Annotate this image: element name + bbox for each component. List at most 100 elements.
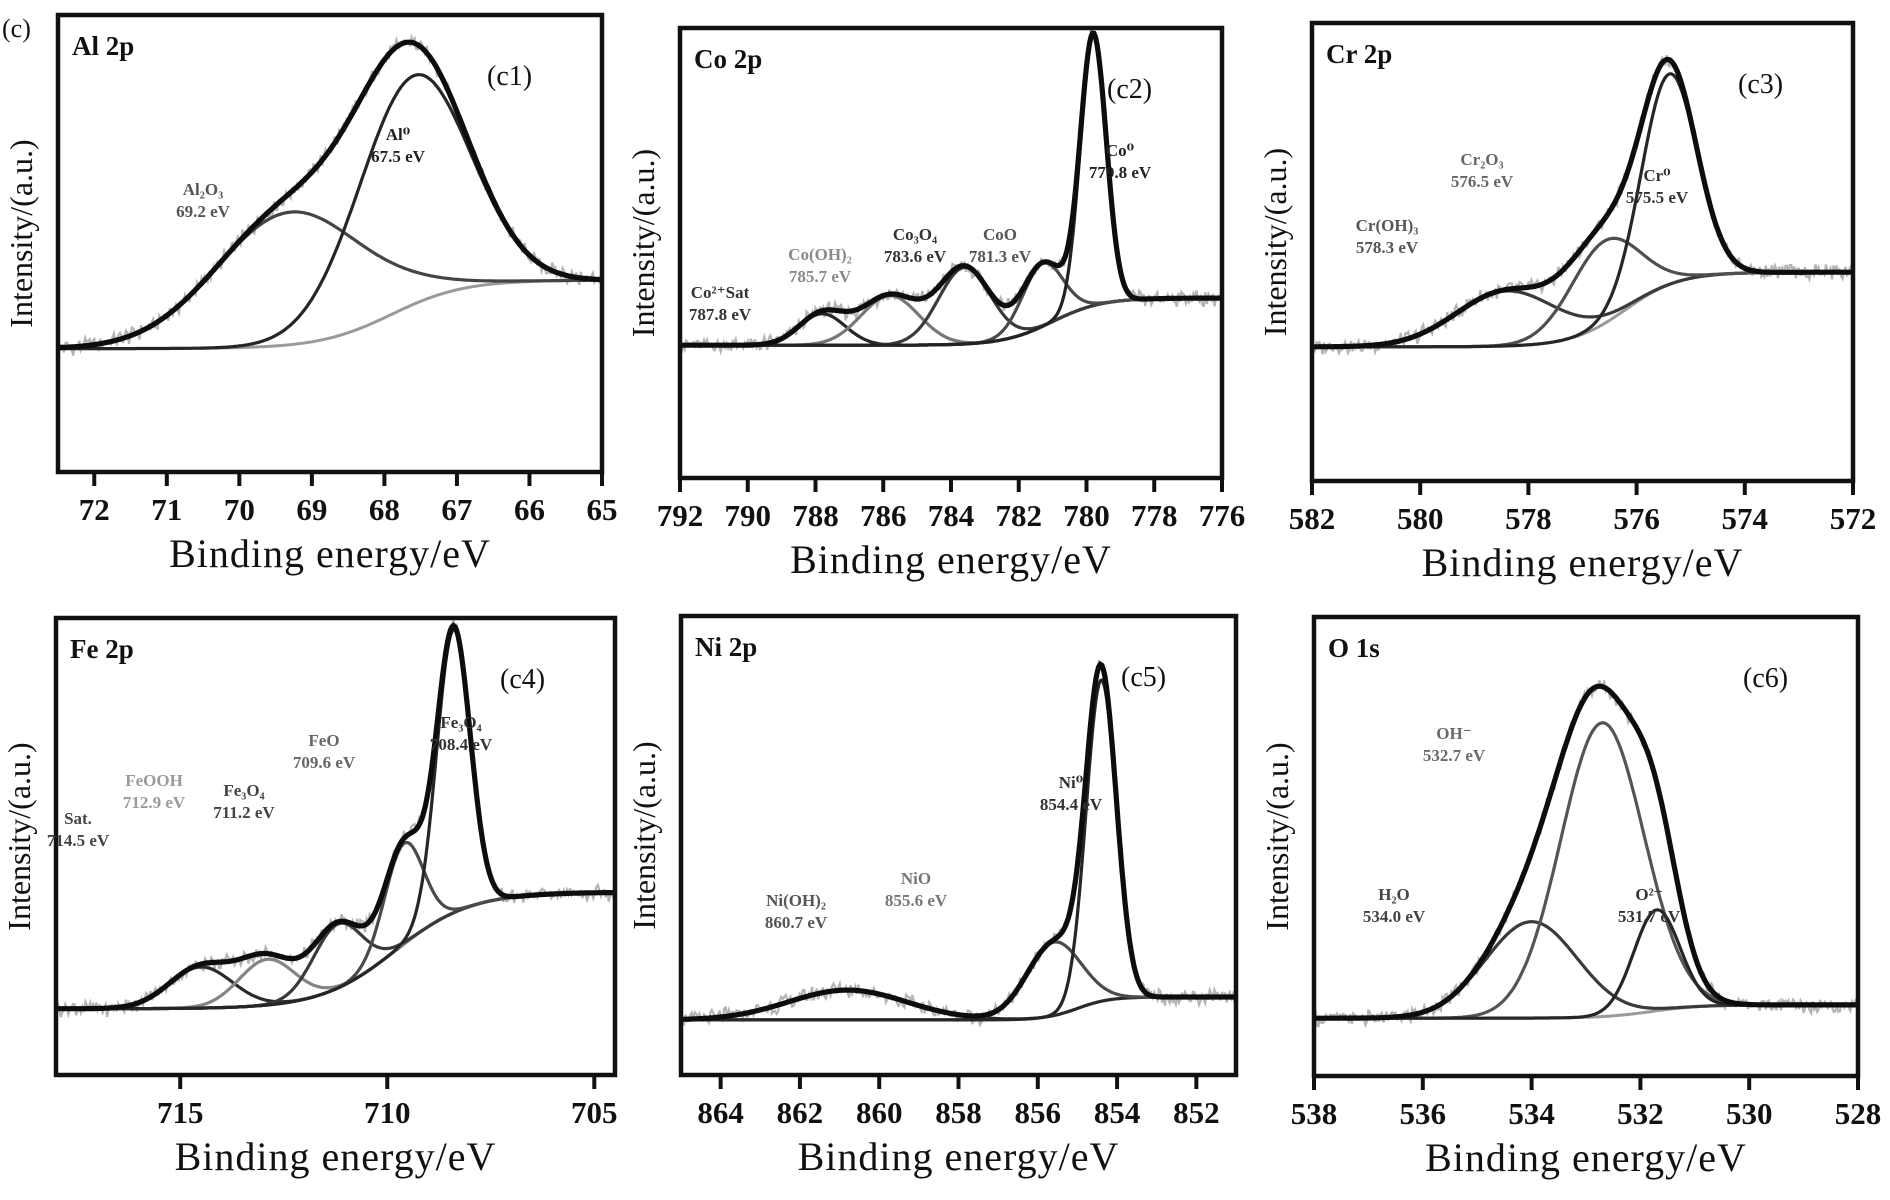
x-axis-label: Binding energy/eV (798, 1134, 1120, 1179)
plot-area (60, 33, 600, 356)
peak-label-energy: 854.4 eV (1040, 795, 1103, 814)
envelope-line (60, 39, 600, 351)
x-tick-label: 784 (928, 498, 975, 533)
peak-label-species: Ni(OH)₂ (766, 891, 826, 910)
x-tick-label: 790 (725, 498, 772, 533)
x-tick-label: 862 (777, 1095, 824, 1130)
component-line-co3o4 (682, 265, 1220, 347)
peak-label-energy: 575.5 eV (1626, 188, 1689, 207)
peak-label-energy: 714.5 eV (47, 831, 110, 850)
peak-label-species: Al₂O₃ (183, 180, 223, 199)
x-tick-label: 68 (369, 492, 400, 527)
x-tick-label: 572 (1830, 501, 1877, 536)
peak-label-species: Cr⁰ (1643, 166, 1670, 185)
panel-c2: 792 790 788 786 784 782 780 778 776 Binding energ… (625, 25, 1245, 582)
x-tick-label: 70 (224, 492, 255, 527)
x-tick-label: 778 (1131, 498, 1178, 533)
panel-title: Al 2p (72, 31, 134, 61)
plot-frame (55, 12, 605, 475)
panel-c5: 864 862 860 858 856 854 852 Binding energy/eV In… (626, 613, 1239, 1179)
peak-label-species: O²⁻ (1635, 885, 1662, 904)
peak-label-energy: 781.3 eV (969, 247, 1032, 266)
x-tick-label: 864 (697, 1095, 744, 1130)
x-tick-label: 578 (1505, 501, 1552, 536)
x-tick-label: 705 (571, 1095, 618, 1130)
peak-label-species: Co²⁺Sat (691, 283, 750, 302)
component-line-co-oh-2 (682, 294, 1220, 347)
component-line-o2- (1316, 908, 1856, 1020)
component-line-sat (58, 891, 613, 1011)
component-line-ni0 (683, 678, 1234, 1022)
peak-label-species: Co(OH)₂ (788, 245, 852, 264)
panel-title: Ni 2p (695, 632, 757, 662)
plot-frame (1311, 614, 1861, 1079)
peak-label-species: Co⁰ (1106, 141, 1134, 160)
component-line-fe3o4-711 (58, 891, 613, 1011)
panel-tag: (c5) (1121, 662, 1166, 693)
peak-label-species: Al⁰ (386, 125, 410, 144)
raw-data-line (1316, 679, 1856, 1029)
peak-label-species: Co₃O₄ (893, 225, 937, 244)
component-line-al2o3 (60, 210, 600, 350)
x-axis-label: Binding energy/eV (790, 537, 1112, 582)
x-tick-label: 576 (1613, 501, 1660, 536)
peak-label-energy: 783.6 eV (884, 247, 947, 266)
peak-label-energy: 855.6 eV (885, 891, 948, 910)
envelope-line (682, 30, 1220, 348)
panel-c4: 715 710 705 Binding energy/eV Intensity/(a.u… (1, 615, 618, 1179)
x-tick-label: 782 (996, 498, 1043, 533)
x-tick-label: 780 (1063, 498, 1110, 533)
peak-label-species: Cr(OH)₃ (1356, 216, 1419, 235)
x-tick-label: 534 (1508, 1096, 1555, 1131)
x-tick-label: 792 (657, 498, 704, 533)
peak-label-energy: 531.7 eV (1618, 907, 1681, 926)
peak-label-energy: 532.7 eV (1423, 746, 1486, 765)
peak-label-energy: 712.9 eV (123, 793, 186, 812)
y-axis-label: Intensity/(a.u.) (3, 139, 39, 327)
plot-frame (1309, 20, 1856, 484)
x-axis-label: Binding energy/eV (1425, 1135, 1747, 1180)
x-tick-label: 66 (514, 492, 545, 527)
raw-data-line (683, 659, 1234, 1028)
plot-area (683, 659, 1234, 1028)
y-axis-label: Intensity/(a.u.) (1259, 742, 1295, 930)
plot-area (1316, 679, 1856, 1029)
x-tick-label: 69 (296, 492, 327, 527)
x-tick-label: 715 (157, 1095, 204, 1130)
x-tick-label: 786 (860, 498, 907, 533)
x-tick-label: 538 (1291, 1096, 1338, 1131)
x-tick-label: 580 (1397, 501, 1444, 536)
raw-data-line (1314, 55, 1851, 357)
x-tick-label: 852 (1173, 1095, 1220, 1130)
x-tick-label: 67 (441, 492, 472, 527)
panel-tag: (c1) (487, 61, 532, 92)
y-axis-label: Intensity/(a.u.) (1, 742, 37, 930)
x-tick-label: 582 (1289, 501, 1336, 536)
x-tick-label: 72 (79, 492, 110, 527)
peak-label-species: Cr₂O₃ (1460, 150, 1503, 169)
peak-label-species: Sat. (64, 809, 92, 828)
plot-area (682, 30, 1220, 356)
envelope-line (58, 622, 613, 1012)
peak-label-species: OH⁻ (1436, 724, 1471, 743)
envelope-line (1314, 56, 1851, 350)
panel-title: Co 2p (694, 44, 762, 74)
plot-area (1314, 55, 1851, 357)
panel-tag: (c4) (500, 664, 545, 695)
peak-label-energy: 578.3 eV (1356, 238, 1419, 257)
x-tick-label: 574 (1722, 501, 1769, 536)
peak-label-energy: 785.7 eV (789, 267, 852, 286)
peak-label-energy: 711.2 eV (213, 803, 275, 822)
peak-label-species: Fe₃O₄ (440, 713, 481, 732)
x-tick-label: 856 (1015, 1095, 1062, 1130)
y-axis-label: Intensity/(a.u.) (626, 741, 662, 929)
x-tick-label: 71 (151, 492, 182, 527)
x-tick-label: 854 (1094, 1095, 1141, 1130)
component-line-al0 (60, 73, 600, 351)
peak-label-energy: 67.5 eV (371, 147, 426, 166)
peak-label-energy: 787.8 eV (689, 305, 752, 324)
peak-label-species: FeO (308, 731, 339, 750)
panel-title: O 1s (1328, 633, 1380, 663)
peak-label-energy: 709.6 eV (293, 753, 356, 772)
